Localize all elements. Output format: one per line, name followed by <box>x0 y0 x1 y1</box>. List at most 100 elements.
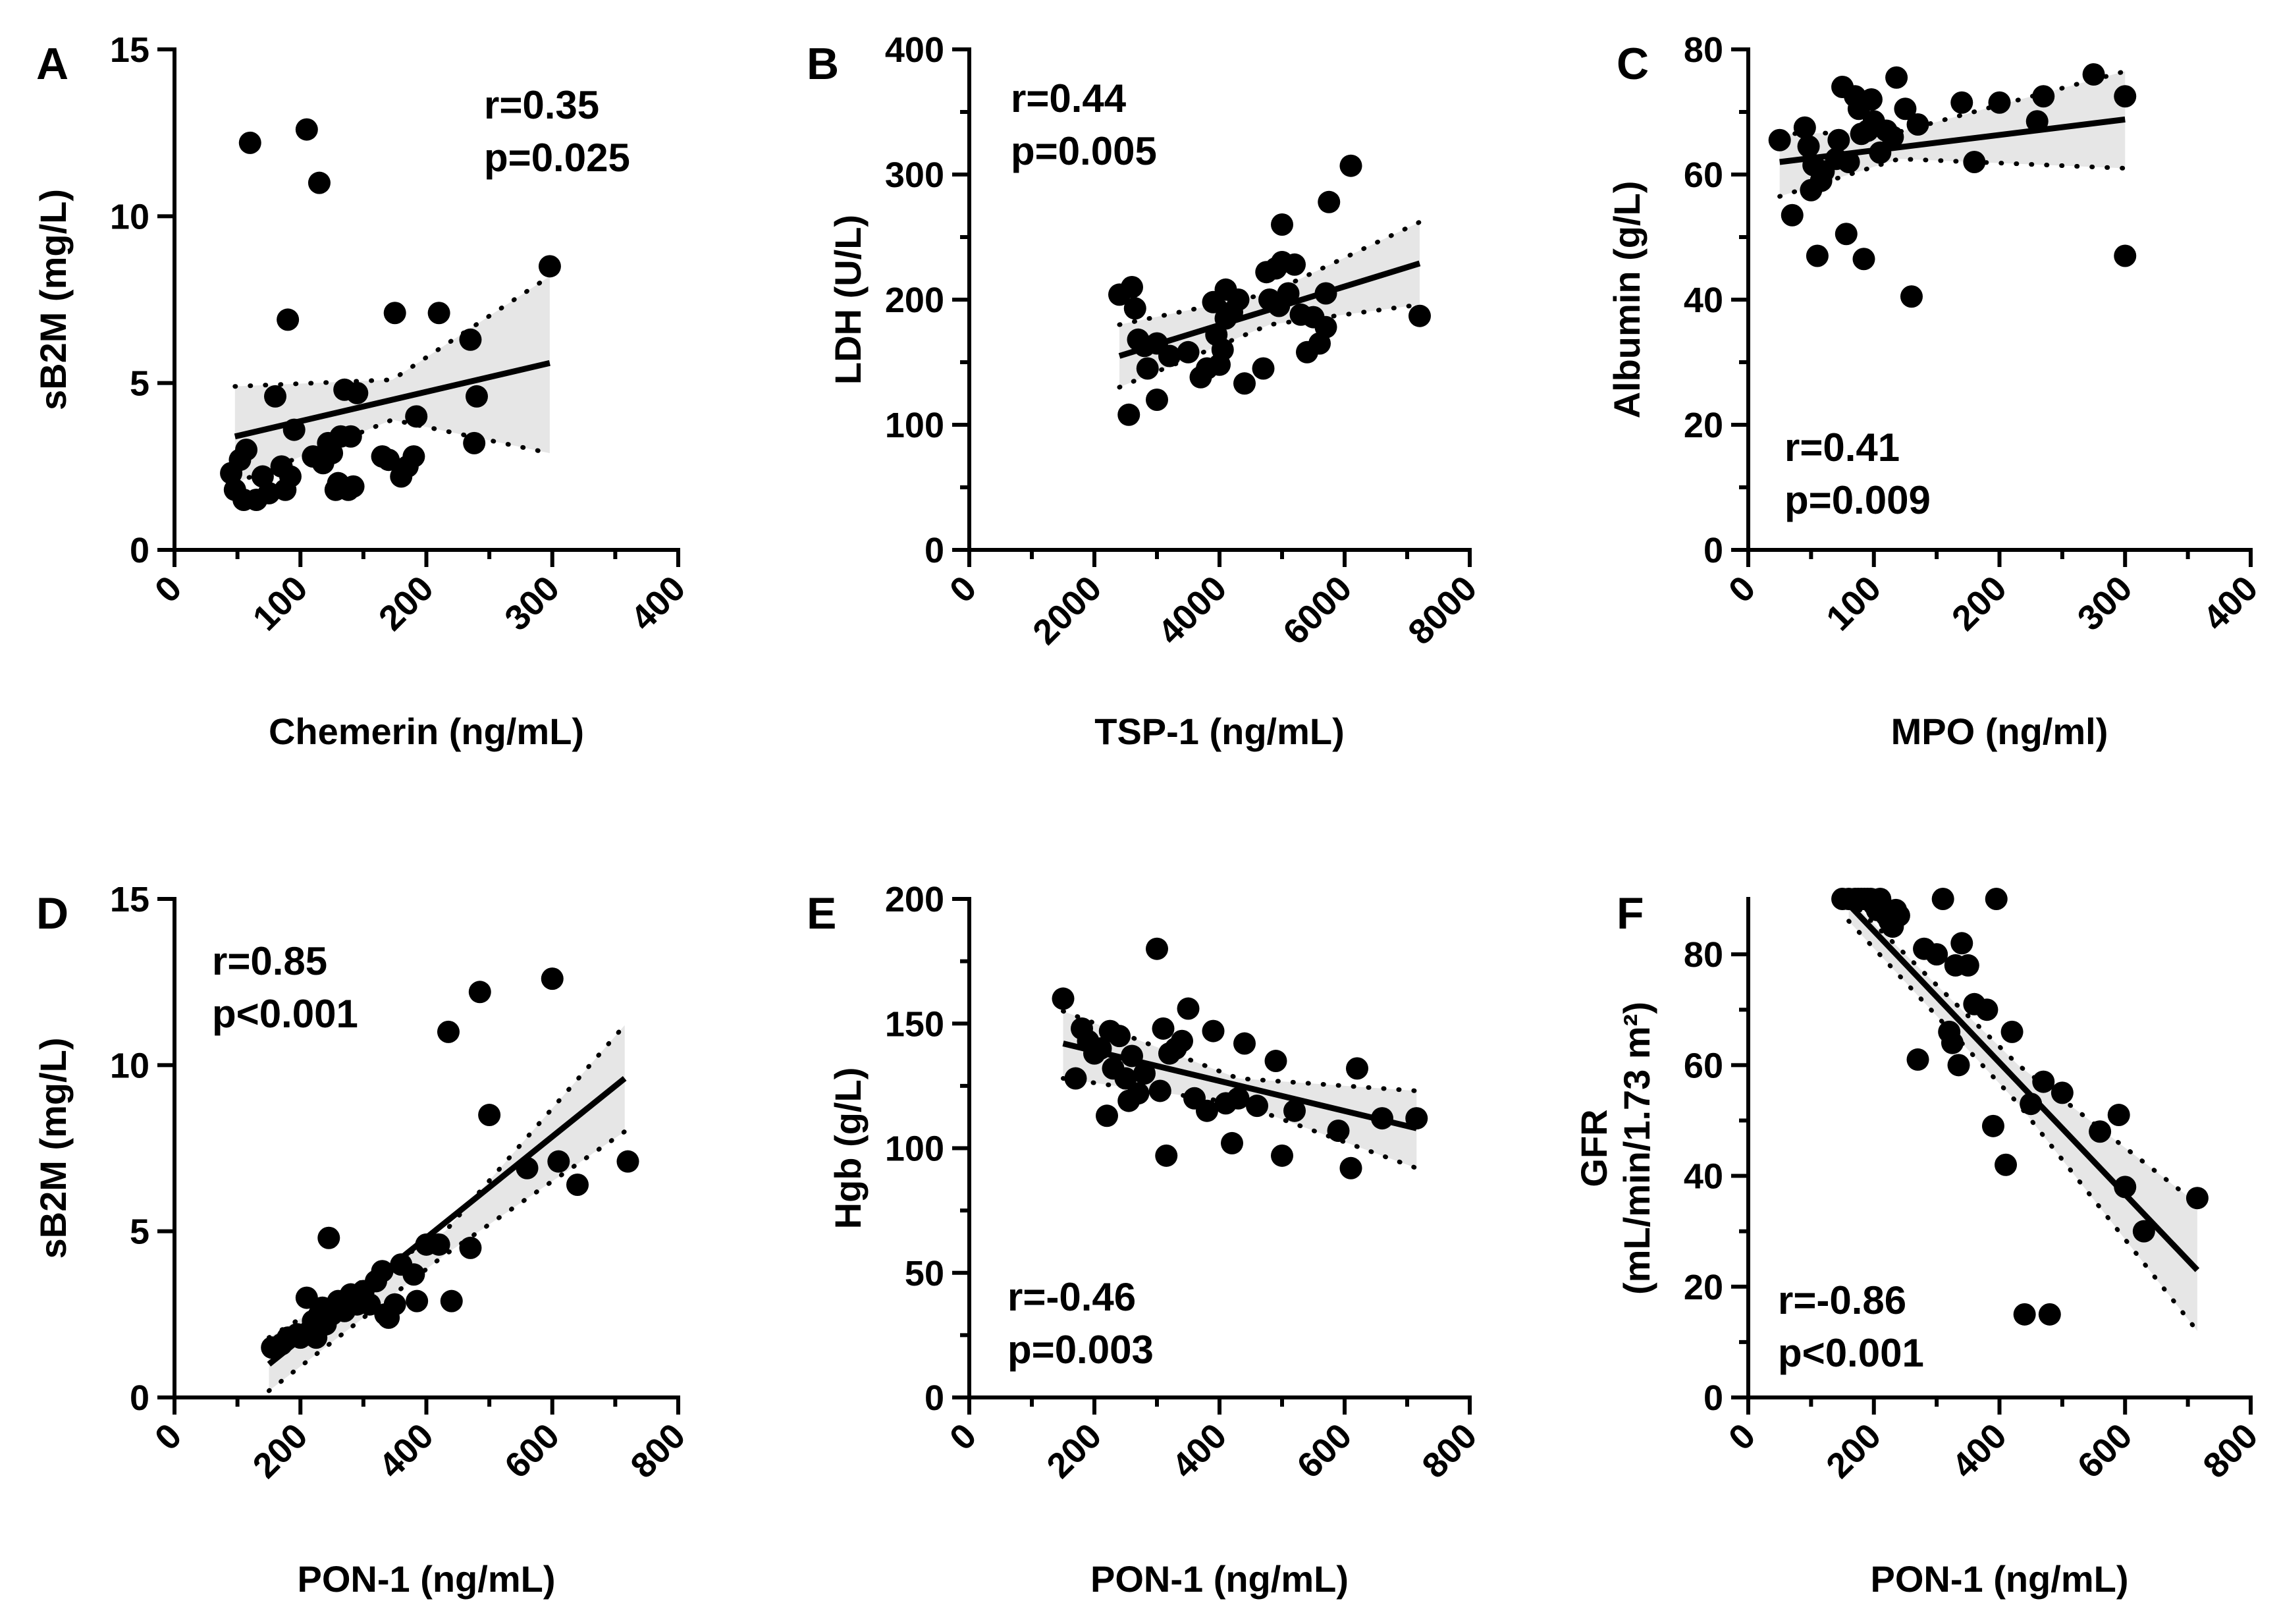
panel-f-point <box>1925 943 1948 966</box>
panel-d-x-tick-label: 0 <box>147 1416 190 1458</box>
panel-b-point <box>1146 389 1168 411</box>
panel-b-y-axis-label: LDH (U/L) <box>827 215 869 385</box>
panel-a-point <box>402 445 425 468</box>
panel-b-point <box>1339 154 1362 177</box>
panel-b-point <box>1117 403 1140 426</box>
panel-c-point <box>2114 244 2137 267</box>
panel-b-r-value: r=0.44 <box>1011 76 1127 121</box>
panel-a-point <box>295 118 318 141</box>
panel-a-x-tick-label: 100 <box>246 568 315 638</box>
panel-a-x-tick-label: 400 <box>623 568 693 638</box>
panel-e-point <box>1246 1095 1268 1118</box>
panel-e-y-tick-label: 50 <box>905 1254 944 1293</box>
panel-c-y-tick-label: 0 <box>1703 531 1723 570</box>
panel-d-point <box>541 967 564 990</box>
panel-c-y-tick-label: 80 <box>1684 30 1723 70</box>
panel-c-point <box>1793 116 1816 139</box>
panel-d-point <box>566 1174 589 1197</box>
panel-f-point <box>2132 1220 2155 1243</box>
panel-f-point <box>2038 1303 2061 1326</box>
panel-c-x-tick-label: 0 <box>1721 568 1763 610</box>
panel-e-r-value: r=-0.46 <box>1007 1275 1136 1319</box>
panel-f-point <box>2032 1070 2055 1093</box>
panel-b-point <box>1136 357 1159 380</box>
panel-e-x-axis-label: PON-1 (ng/mL) <box>1090 1558 1349 1600</box>
panel-d-point <box>402 1263 425 1286</box>
panel-d-point <box>427 1233 450 1256</box>
panel-b-point <box>1177 340 1200 364</box>
panel-d-x-tick-label: 600 <box>497 1416 567 1486</box>
panel-f-point <box>2089 1120 2112 1143</box>
panel-c-point <box>1827 128 1850 151</box>
panel-e-point <box>1148 1079 1171 1102</box>
panel-b-point <box>1271 213 1293 236</box>
panel-a-y-tick-label: 0 <box>130 531 149 570</box>
panel-f-x-tick-label: 600 <box>2070 1416 2140 1486</box>
panel-d-y-tick-label: 10 <box>110 1046 149 1085</box>
panel-a-letter: A <box>36 39 68 89</box>
panel-d-ci-lower <box>266 1129 628 1394</box>
panel-f-point <box>1931 888 1954 910</box>
panel-f-point <box>2013 1303 2036 1326</box>
panel-a-point <box>321 442 344 465</box>
panel-d-point <box>459 1236 482 1259</box>
panel-f-point <box>1887 904 1910 927</box>
panel-b-p-value: p=0.005 <box>1011 129 1157 173</box>
panel-b-x-tick-label: 6000 <box>1275 568 1359 652</box>
panel-d-point <box>317 1226 340 1249</box>
panel-f-x-tick-label: 200 <box>1819 1416 1889 1486</box>
panel-a-x-tick-label: 200 <box>371 568 441 638</box>
panel-b-y-tick-label: 400 <box>885 30 944 70</box>
panel-e-x-tick-label: 600 <box>1289 1416 1359 1486</box>
panel-b-point <box>1283 253 1306 276</box>
panel-b-y-tick-label: 200 <box>885 281 944 320</box>
panel-d-point <box>437 1020 460 1043</box>
panel-b-y-tick-label: 0 <box>925 531 944 570</box>
panel-f-point <box>1956 954 1979 977</box>
panel-b-point <box>1211 338 1234 361</box>
panel-c-point <box>1781 203 1804 227</box>
panel-e-point <box>1127 1082 1150 1105</box>
panel-f-ci-upper <box>1846 896 2200 1206</box>
panel-e-point <box>1233 1032 1256 1055</box>
panel-e-x-tick-label: 200 <box>1039 1416 1109 1486</box>
panel-c-point <box>1806 244 1829 267</box>
panel-e-point <box>1052 987 1075 1010</box>
panel-b-point <box>1277 282 1300 305</box>
panel-e-letter: E <box>807 888 836 938</box>
panel-f-point <box>2107 1104 2130 1127</box>
panel-b-point <box>1318 190 1341 213</box>
panel-c-point <box>1860 88 1883 111</box>
panel-b-x-tick-label: 4000 <box>1150 568 1234 652</box>
panel-a-point <box>282 418 306 441</box>
panel-f-point <box>2185 1187 2209 1210</box>
panel-a-x-axis-label: Chemerin (ng/mL) <box>269 711 584 752</box>
panel-c-y-tick-label: 40 <box>1684 281 1723 320</box>
panel-c-point <box>1950 91 1973 114</box>
panel-f-point <box>2020 1093 2043 1116</box>
panel-b-x-tick-label: 2000 <box>1025 568 1109 652</box>
panel-e-point <box>1327 1120 1350 1143</box>
panel-a-point <box>459 328 482 351</box>
panel-b-point <box>1408 304 1431 327</box>
panel-f-r-value: r=-0.86 <box>1778 1278 1906 1322</box>
panel-c-point <box>1869 141 1892 164</box>
panel-d-y-tick-label: 0 <box>130 1378 149 1418</box>
panel-e-x-tick-label: 400 <box>1164 1416 1234 1486</box>
panel-d-x-tick-label: 400 <box>371 1416 441 1486</box>
panel-a-point <box>466 385 488 408</box>
panel-c-point <box>2025 110 2049 133</box>
panel-c-point <box>1900 285 1923 308</box>
panel-b-x-axis-label: TSP-1 (ng/mL) <box>1094 711 1345 752</box>
panel-a-point <box>463 431 486 454</box>
panel-d-point <box>468 981 491 1004</box>
panel-c-x-tick-label: 300 <box>2070 568 2140 638</box>
panel-e-y-tick-label: 150 <box>885 1004 944 1044</box>
panel-f-point <box>1985 888 2008 910</box>
panel-f-point <box>1975 998 1998 1021</box>
panel-d-point <box>516 1156 539 1179</box>
panel-c: 0 20 40 60 80 0 100 200 300 400 MPO (ng/ml) Albumin… <box>1606 30 2265 752</box>
panel-f-point <box>1950 932 1973 955</box>
panel-f-ci-band <box>1848 899 2197 1332</box>
